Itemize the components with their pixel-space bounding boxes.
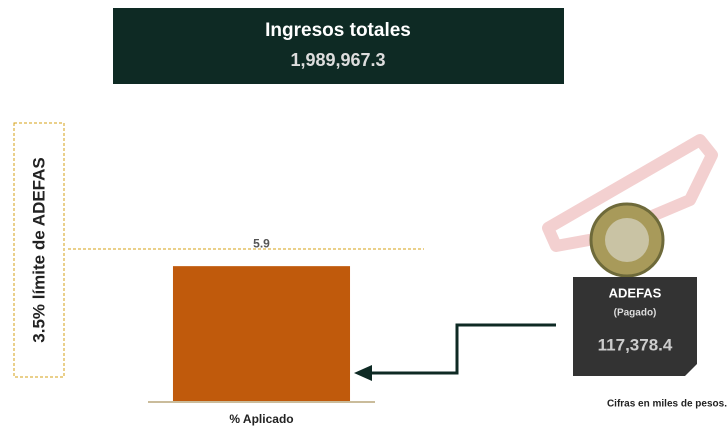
card-value: 117,378.4 (598, 335, 673, 354)
x-tick-label: % Aplicado (229, 412, 293, 426)
coin-center (605, 218, 649, 262)
bar (172, 266, 351, 401)
header-title: Ingresos totales (265, 20, 411, 41)
card (573, 277, 697, 376)
header-value: 1,989,967.3 (290, 50, 385, 70)
card-subtitle: (Pagado) (614, 308, 657, 319)
arrow (370, 323, 556, 375)
limit-label-box (13, 122, 65, 378)
header-box (113, 8, 564, 84)
note: Cifras en miles de pesos. (607, 399, 727, 410)
arrow-head (354, 365, 372, 381)
data-label: 5.9 (253, 236, 270, 250)
hand (542, 134, 718, 252)
limit-label: 3.5% límite de ADEFAS (29, 157, 48, 342)
card-title: ADEFAS (609, 285, 662, 300)
